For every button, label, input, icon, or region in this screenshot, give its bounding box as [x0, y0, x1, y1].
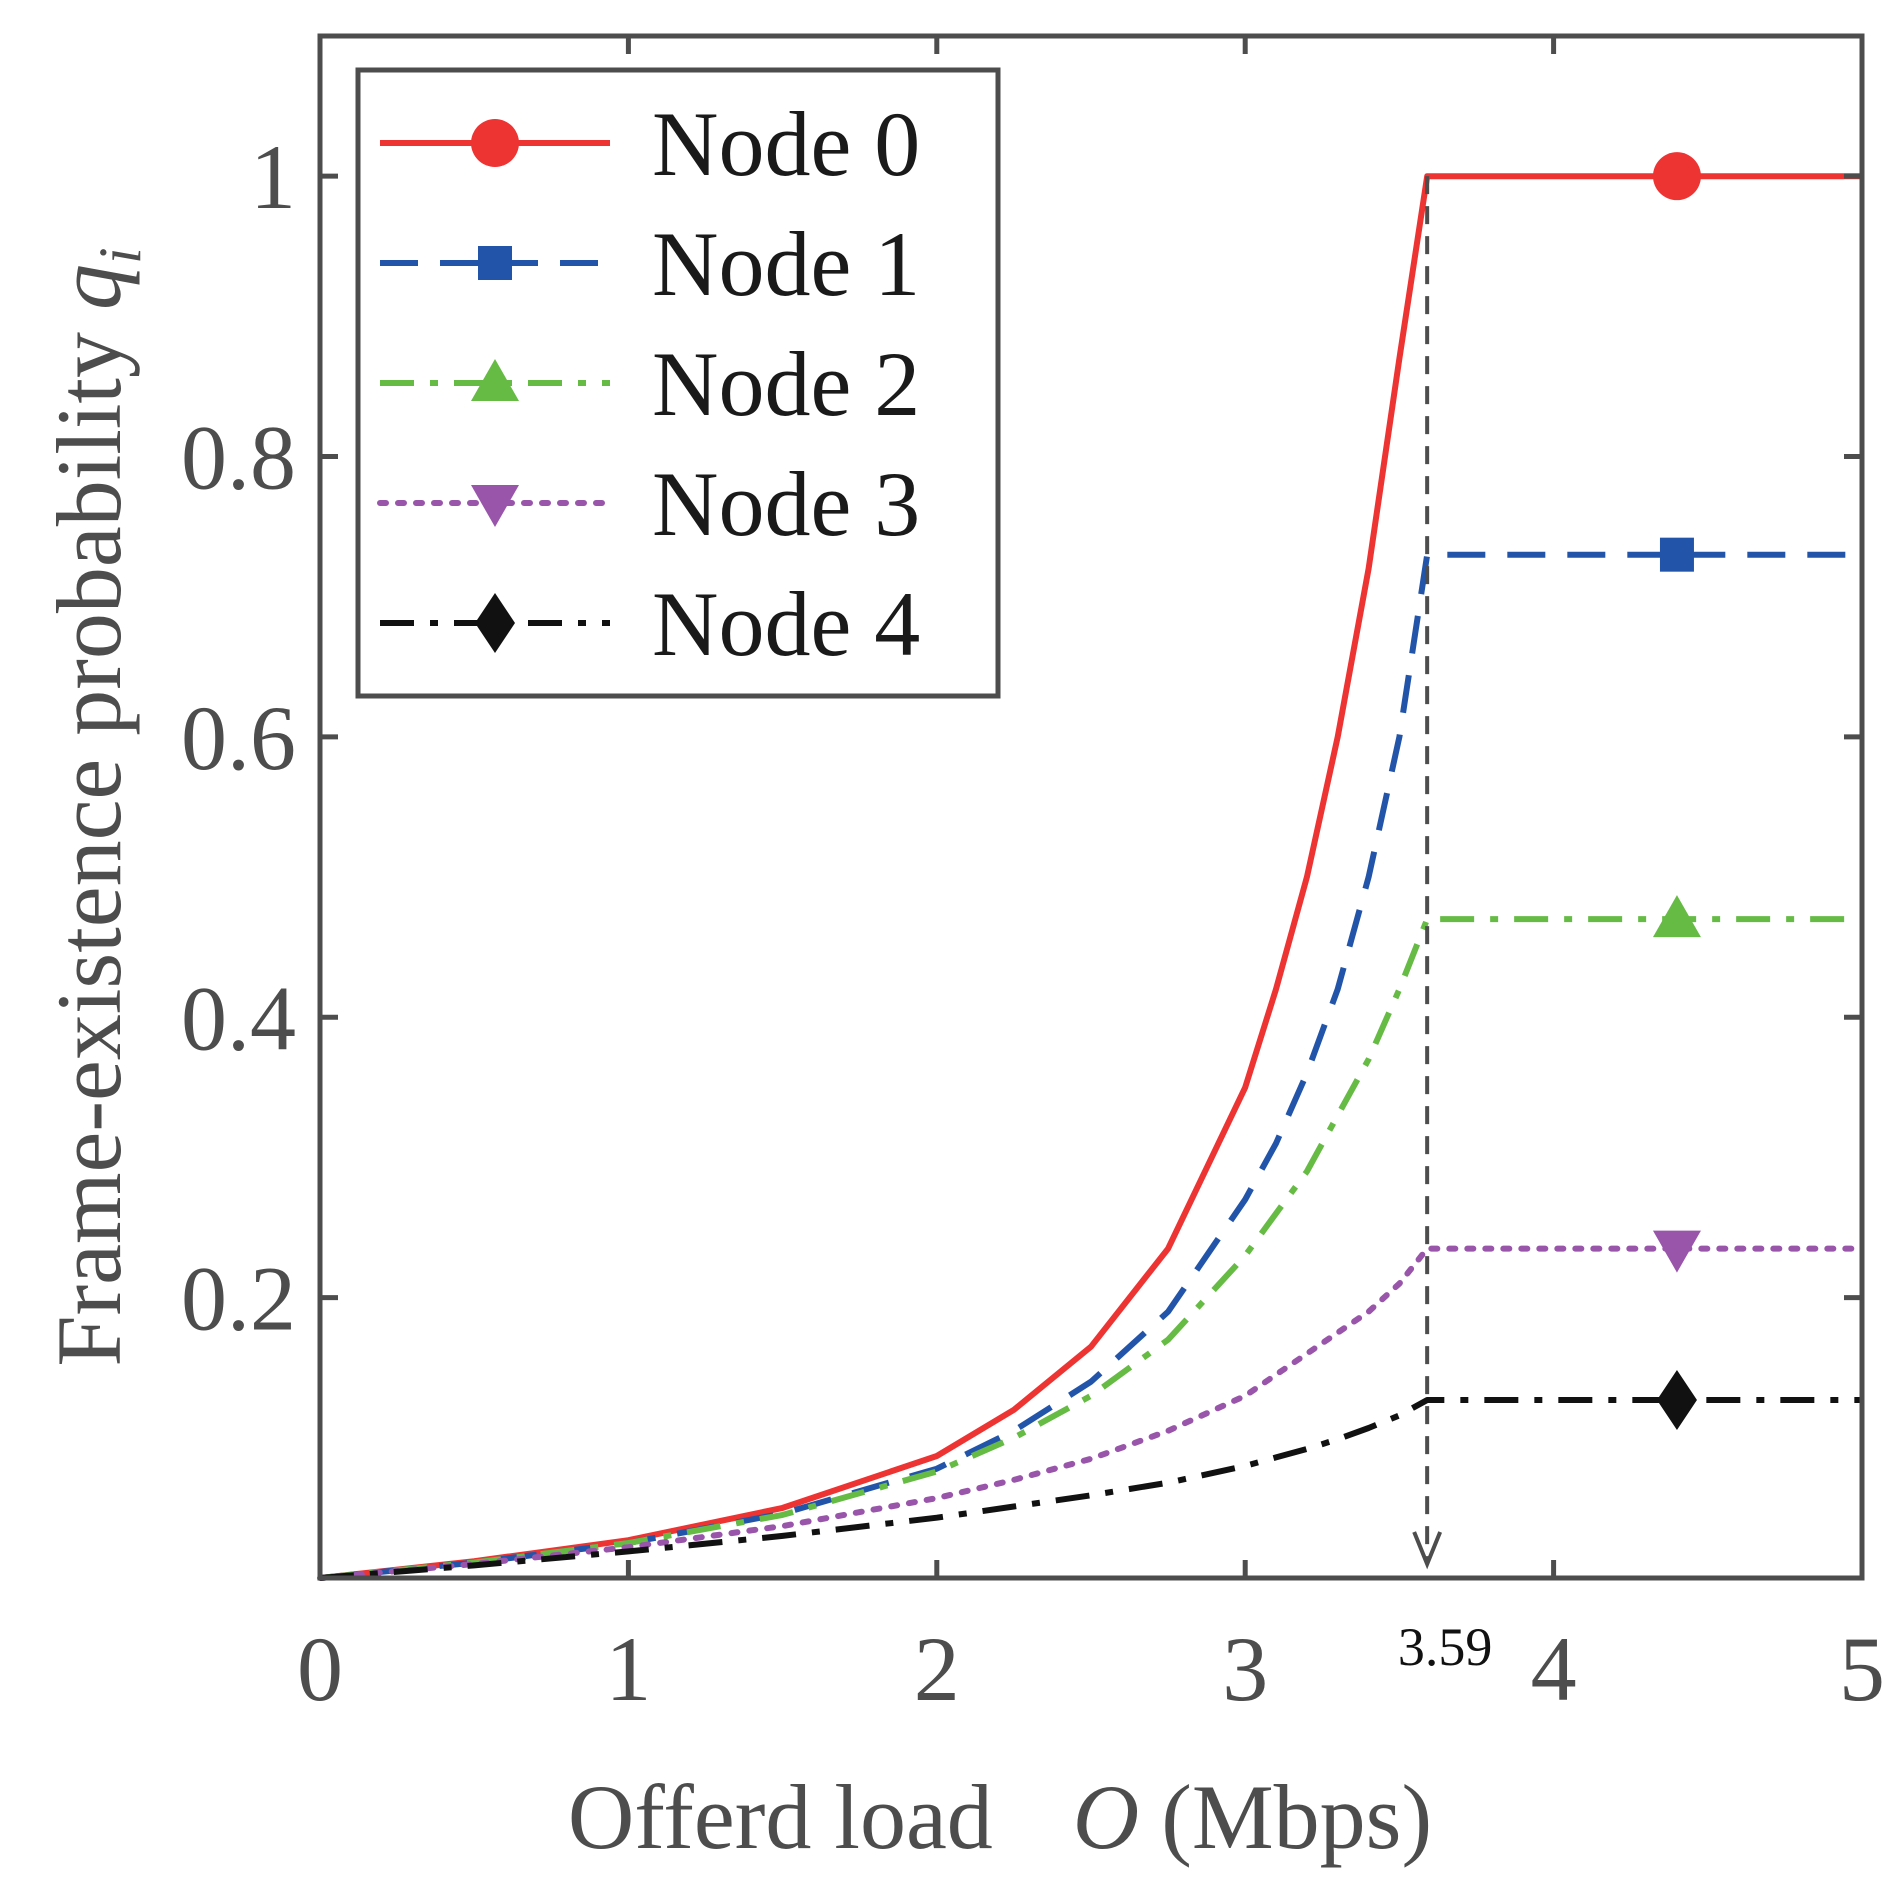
series-node-4: [319, 1369, 1862, 1581]
y-axis-label: Frame-existence probability qi: [38, 247, 153, 1366]
legend-marker-node-4: [475, 593, 515, 653]
series-line-node-2: [319, 916, 1862, 1581]
threshold-label: 3.59: [1398, 1617, 1493, 1677]
y-tick-label: 0.2: [181, 1248, 296, 1350]
y-tick-label: 0.8: [181, 407, 296, 509]
axis-labels: Offerd load O (Mbps) Frame-existence probab…: [38, 247, 1432, 1868]
y-axis-label-var: q: [38, 264, 140, 310]
legend-marker-node-2: [471, 359, 519, 401]
plot-frame: [317, 33, 1865, 1581]
series-line-node-3: [317, 1245, 1865, 1581]
threshold-marker: 3.59: [1398, 176, 1493, 1677]
y-tick-label: 1: [250, 126, 296, 228]
legend-item-node-4: Node 4: [380, 573, 920, 675]
legend-item-node-3: Node 3: [377, 453, 920, 555]
series-node-2: [319, 895, 1862, 1581]
legend-label-node-0: Node 0: [652, 93, 920, 195]
series-marker-node-2: [1652, 895, 1701, 938]
x-tick-label: 4: [1531, 1618, 1577, 1720]
x-tick-label: 0: [297, 1618, 343, 1720]
legend-label-node-2: Node 2: [652, 333, 920, 435]
legend-marker-node-1: [478, 246, 512, 280]
series-marker-node-0: [1652, 152, 1701, 201]
series-marker-node-3: [1652, 1230, 1701, 1273]
legend-label-node-1: Node 1: [652, 213, 920, 315]
x-tick-label: 3: [1222, 1618, 1268, 1720]
y-axis-label-text: Frame-existence probability: [38, 332, 140, 1367]
x-axis-label-unit: (Mbps): [1161, 1766, 1432, 1868]
legend-marker-node-0: [471, 119, 519, 167]
series-marker-node-4: [1656, 1369, 1697, 1430]
legend-item-node-0: Node 0: [380, 93, 920, 195]
x-tick-label: 2: [914, 1618, 960, 1720]
legend-item-node-2: Node 2: [380, 333, 920, 435]
series-line-node-1: [319, 551, 1862, 1581]
legend-item-node-1: Node 1: [380, 213, 920, 315]
series-node-1: [319, 537, 1862, 1581]
x-tick-label: 5: [1839, 1618, 1885, 1720]
axis-ticks: 0 1 2 3 4 5 0.2 0.4 0.6 0.8 1: [181, 36, 1885, 1720]
series-node-0: [319, 152, 1862, 1581]
threshold-arrowhead: [1412, 1531, 1443, 1570]
x-axis-label: Offerd load O (Mbps): [568, 1766, 1432, 1868]
legend: Node 0 Node 1 Node 2 Node 3 Node 4: [355, 67, 1001, 699]
y-axis-label-sub: i: [87, 247, 153, 264]
series-layer: [317, 152, 1865, 1581]
y-tick-label: 0.4: [181, 967, 296, 1069]
x-axis-label-var: O: [1073, 1766, 1139, 1868]
legend-marker-node-3: [471, 485, 519, 527]
legend-label-node-4: Node 4: [652, 573, 920, 675]
x-tick-label: 1: [605, 1618, 651, 1720]
series-line-node-0: [319, 173, 1862, 1581]
y-tick-label: 0.6: [181, 687, 296, 789]
series-node-3: [317, 1230, 1865, 1581]
legend-label-node-3: Node 3: [652, 453, 920, 555]
x-axis-label-text: Offerd load: [568, 1766, 993, 1868]
series-marker-node-1: [1659, 537, 1694, 572]
